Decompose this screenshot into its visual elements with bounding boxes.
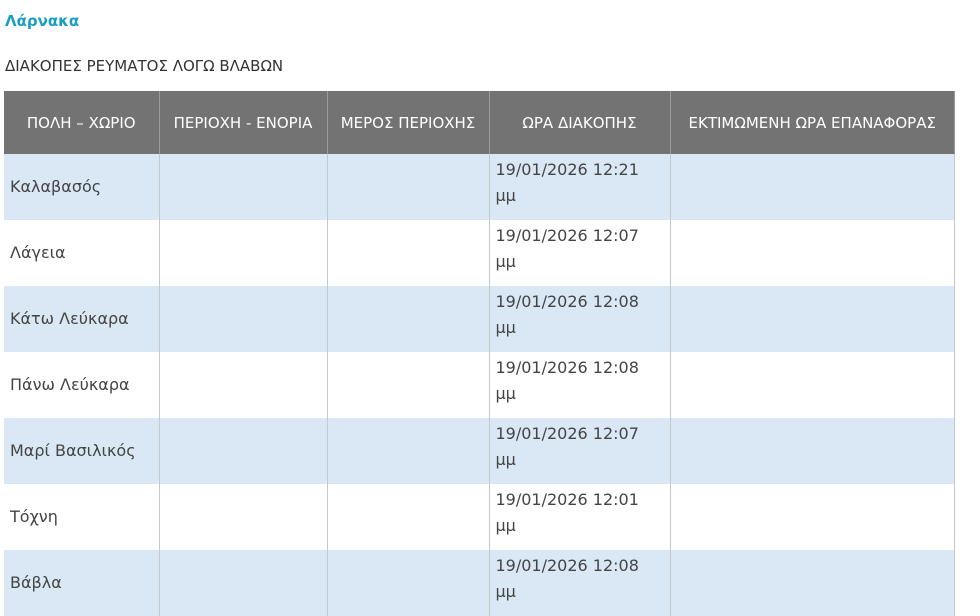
table-row: Μαρί Βασιλικός 19/01/2026 12:07 μμ xyxy=(4,418,955,484)
cell-restore xyxy=(670,418,955,484)
page-title: ΔΙΑΚΟΠΕΣ ΡΕΥΜΑΤΟΣ ΛΟΓΩ ΒΛΑΒΩΝ xyxy=(5,57,284,75)
cell-village: Πάνω Λεύκαρα xyxy=(4,352,160,418)
cell-part xyxy=(327,484,490,550)
cell-time: 19/01/2026 12:08 μμ xyxy=(489,352,671,418)
cell-restore xyxy=(670,220,955,286)
cell-village: Λάγεια xyxy=(4,220,160,286)
cell-area xyxy=(159,484,328,550)
cell-area xyxy=(159,352,328,418)
cell-time: 19/01/2026 12:01 μμ xyxy=(489,484,671,550)
header-part: ΜΕΡΟΣ ΠΕΡΙΟΧΗΣ xyxy=(327,91,490,154)
cell-time: 19/01/2026 12:08 μμ xyxy=(489,550,671,616)
header-time: ΩΡΑ ΔΙΑΚΟΠΗΣ xyxy=(489,91,671,154)
header-village: ΠΟΛΗ – ΧΩΡΙΟ xyxy=(4,91,160,154)
cell-restore xyxy=(670,154,955,220)
cell-area xyxy=(159,550,328,616)
cell-part xyxy=(327,550,490,616)
cell-village: Καλαβασός xyxy=(4,154,160,220)
cell-restore xyxy=(670,286,955,352)
table-row: Τόχνη 19/01/2026 12:01 μμ xyxy=(4,484,955,550)
table-row: Λάγεια 19/01/2026 12:07 μμ xyxy=(4,220,955,286)
cell-area xyxy=(159,154,328,220)
cell-village: Μαρί Βασιλικός xyxy=(4,418,160,484)
cell-time: 19/01/2026 12:07 μμ xyxy=(489,220,671,286)
table-row: Πάνω Λεύκαρα 19/01/2026 12:08 μμ xyxy=(4,352,955,418)
cell-restore xyxy=(670,550,955,616)
cell-village: Κάτω Λεύκαρα xyxy=(4,286,160,352)
cell-area xyxy=(159,418,328,484)
cell-part xyxy=(327,220,490,286)
cell-part xyxy=(327,352,490,418)
table-row: Καλαβασός 19/01/2026 12:21 μμ xyxy=(4,154,955,220)
cell-part xyxy=(327,286,490,352)
table-row: Βάβλα 19/01/2026 12:08 μμ xyxy=(4,550,955,616)
cell-restore xyxy=(670,484,955,550)
cell-village: Βάβλα xyxy=(4,550,160,616)
header-restore: ΕΚΤΙΜΩΜΕΝΗ ΩΡΑ ΕΠΑΝΑΦΟΡΑΣ xyxy=(670,91,955,154)
cell-part xyxy=(327,418,490,484)
cell-restore xyxy=(670,352,955,418)
region-heading: Λάρνακα xyxy=(5,12,80,30)
cell-area xyxy=(159,286,328,352)
cell-time: 19/01/2026 12:08 μμ xyxy=(489,286,671,352)
cell-time: 19/01/2026 12:21 μμ xyxy=(489,154,671,220)
outages-table: ΠΟΛΗ – ΧΩΡΙΟ ΠΕΡΙΟΧΗ - ΕΝΟΡΙΑ ΜΕΡΟΣ ΠΕΡΙ… xyxy=(4,91,955,616)
header-area: ΠΕΡΙΟΧΗ - ΕΝΟΡΙΑ xyxy=(159,91,328,154)
cell-area xyxy=(159,220,328,286)
cell-time: 19/01/2026 12:07 μμ xyxy=(489,418,671,484)
cell-village: Τόχνη xyxy=(4,484,160,550)
cell-part xyxy=(327,154,490,220)
table-row: Κάτω Λεύκαρα 19/01/2026 12:08 μμ xyxy=(4,286,955,352)
table-header-row: ΠΟΛΗ – ΧΩΡΙΟ ΠΕΡΙΟΧΗ - ΕΝΟΡΙΑ ΜΕΡΟΣ ΠΕΡΙ… xyxy=(4,91,955,154)
